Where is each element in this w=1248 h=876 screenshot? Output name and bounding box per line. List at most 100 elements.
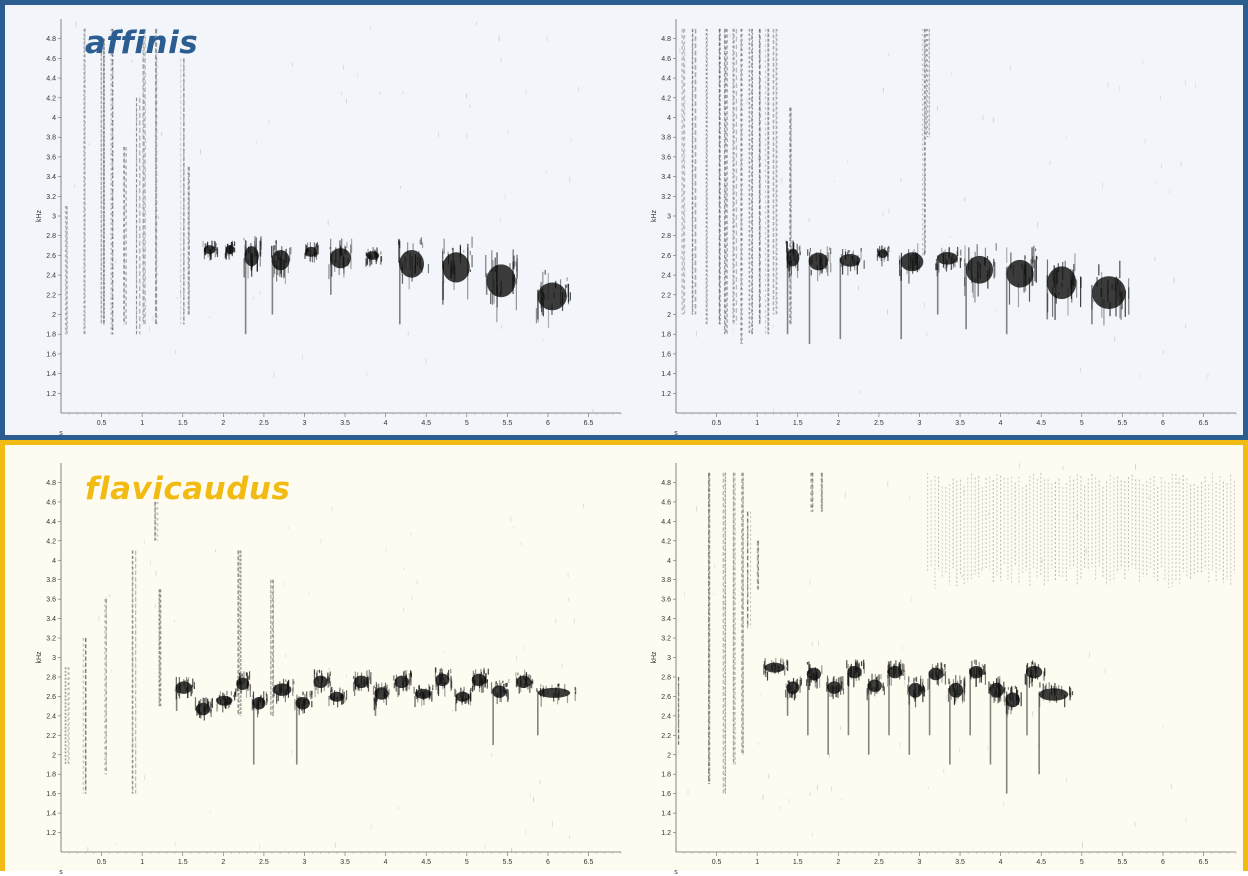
x-tick-label: 1.5 [793, 420, 803, 427]
x-tick-label: 4.5 [1036, 859, 1046, 866]
y-tick-label: 2.4 [661, 713, 671, 720]
song-note [785, 240, 801, 335]
note-core [271, 250, 290, 271]
y-tick-label: 4.4 [661, 76, 671, 83]
note-core [887, 665, 903, 679]
spectrogram-marks [64, 21, 594, 412]
song-note [1005, 245, 1038, 335]
note-core [175, 681, 192, 694]
song-note [304, 242, 320, 263]
x-tick-label: 3.5 [955, 859, 965, 866]
note-core [330, 248, 351, 269]
y-tick-label: 4 [52, 115, 56, 122]
y-tick-label: 3 [52, 214, 56, 221]
note-core [969, 665, 984, 679]
song-note [251, 691, 268, 765]
note-core [900, 252, 924, 272]
note-core [442, 252, 470, 283]
song-note [1024, 659, 1046, 736]
song-note [1091, 260, 1130, 326]
note-core [937, 252, 958, 265]
song-note [413, 684, 434, 708]
note-core [354, 675, 369, 689]
x-tick-label: 4.5 [421, 420, 431, 427]
y-tick-label: 3.4 [46, 616, 56, 623]
note-core [847, 665, 862, 679]
y-tick-label: 3.6 [46, 154, 56, 161]
song-note [927, 662, 947, 736]
spectrogram-marks [679, 28, 1209, 413]
y-tick-label: 4.4 [46, 519, 56, 526]
x-tick-label: 5 [465, 859, 469, 866]
song-note [398, 237, 430, 325]
note-core [908, 682, 923, 698]
y-tick-label: 4.8 [46, 36, 56, 43]
y-tick-label: 3.2 [661, 194, 671, 201]
x-tick-label: 1 [755, 420, 759, 427]
song-note [434, 667, 453, 697]
note-core [537, 282, 567, 311]
note-core [948, 682, 964, 698]
y-tick-label: 3.8 [46, 577, 56, 584]
x-tick-label: 0.5 [712, 420, 722, 427]
note-core [989, 682, 1004, 698]
x-tick-label: 3 [918, 420, 922, 427]
x-tick-label: 1.5 [178, 859, 188, 866]
x-tick-label: 2.5 [259, 420, 269, 427]
song-note [898, 243, 925, 340]
song-note [826, 675, 845, 755]
note-core [806, 667, 822, 681]
note-core [486, 264, 516, 298]
note-core [273, 683, 292, 696]
song-note [1004, 685, 1022, 794]
x-tick-label: 5.5 [503, 859, 513, 866]
note-core [965, 255, 994, 284]
x-tick-label: 4.5 [421, 859, 431, 866]
x-tick-label: 2.5 [259, 859, 269, 866]
x-tick-label: 3 [303, 859, 307, 866]
song-note [273, 678, 295, 704]
x-tick-label: 0.5 [712, 859, 722, 866]
song-note [969, 659, 987, 736]
y-tick-label: 2.4 [661, 273, 671, 280]
song-note [490, 678, 510, 746]
y-tick-label: 3 [667, 214, 671, 221]
y-tick-label: 4.4 [661, 519, 671, 526]
song-note [393, 670, 413, 698]
song-note [515, 669, 534, 694]
y-tick-label: 3 [667, 655, 671, 662]
note-core [1047, 266, 1077, 300]
y-tick-label: 2 [667, 312, 671, 319]
y-tick-label: 3.6 [46, 597, 56, 604]
spectrogram-affinis-1: 1.2 1.4 1.6 1.8 2 2.2 2.4 2.6 2.8 3 3.2 3.4 3.6 3.8 4 4… [36, 19, 622, 437]
y-tick-label: 2 [667, 752, 671, 759]
y-tick-label: 4.4 [46, 76, 56, 83]
species-label-flavicaudus: flavicaudus [85, 471, 291, 507]
song-note [235, 671, 251, 698]
song-note [224, 240, 236, 260]
y-axis-label: kHz [651, 651, 658, 664]
note-core [1038, 688, 1069, 701]
y-axis-label: kHz [651, 209, 658, 222]
y-tick-label: 1.6 [46, 351, 56, 358]
x-tick-label: 6.5 [1199, 859, 1209, 866]
song-note [886, 659, 906, 736]
y-tick-label: 1.2 [661, 830, 671, 837]
song-note [294, 690, 313, 765]
y-tick-label: 1.2 [46, 391, 56, 398]
x-tick-label: 1 [140, 420, 144, 427]
song-note [846, 659, 865, 736]
x-tick-label: 2.5 [874, 859, 884, 866]
spectrogram-flavicaudus-1: 1.2 1.4 1.6 1.8 2 2.2 2.4 2.6 2.8 3 3.2 3.4 3.6 3.8 4 4… [36, 463, 622, 876]
x-tick-label: 0.5 [97, 420, 107, 427]
y-tick-label: 2.6 [46, 694, 56, 701]
y-tick-label: 2.2 [46, 292, 56, 299]
note-core [492, 685, 507, 698]
x-axis-label: s [674, 430, 678, 437]
y-tick-label: 2 [52, 312, 56, 319]
y-tick-label: 4.2 [661, 95, 671, 102]
y-tick-label: 3.8 [661, 135, 671, 142]
song-note [442, 236, 473, 305]
x-tick-label: 5 [465, 420, 469, 427]
x-tick-label: 6 [546, 420, 550, 427]
